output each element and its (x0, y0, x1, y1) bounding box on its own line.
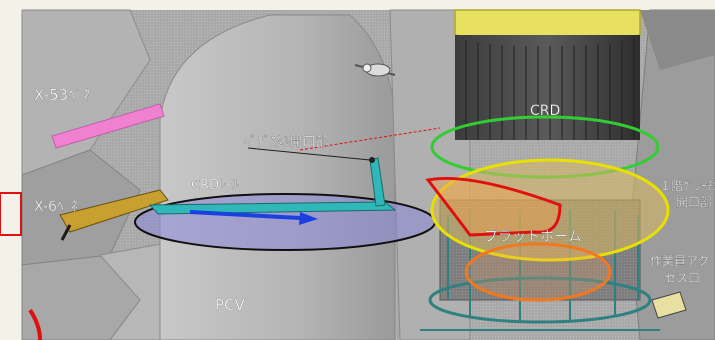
label-worker-access-line1: 作業員アク (650, 254, 709, 268)
red-callout-box (0, 192, 22, 236)
label-grating-line1: １階ｸﾞﾚｰﾁﾝｸﾞ (659, 178, 715, 193)
travel-arrow-head (299, 212, 318, 225)
label-platform: プラットホーム (484, 229, 582, 245)
pedestal-opening-leader (247, 147, 371, 161)
x6-flange (60, 224, 72, 241)
red-sight-line (299, 127, 441, 151)
crd-rail-ellipse (134, 193, 436, 251)
travel-arrow-shaft (189, 210, 301, 220)
crd-rail-riser (369, 157, 386, 207)
x6-penetration (59, 189, 169, 233)
red-arc (28, 308, 42, 340)
label-crd: CRD (530, 103, 560, 119)
x53-penetration-pipe (51, 103, 165, 149)
left-wall-upper (21, 9, 151, 176)
label-worker-access-line2: セス口 (664, 271, 700, 285)
label-x53: X-53ﾍﾟﾈ (34, 86, 91, 104)
pedestal-opening-marker (369, 157, 375, 163)
platform-damage-outline (425, 176, 562, 237)
worker-access-hatch (651, 291, 687, 319)
right-wall-top (640, 10, 715, 70)
label-grating-line2: 開口部 (676, 194, 712, 209)
label-x6: X-6ﾍﾟﾈ (34, 199, 78, 215)
crd-rail (148, 201, 397, 215)
camera-device (354, 63, 396, 77)
left-wall-middle (21, 149, 141, 266)
label-pcv: PCV (215, 296, 246, 314)
worker-access-ellipse (464, 242, 612, 302)
scene (21, 9, 715, 340)
label-pedestal-opening: ﾍﾟﾃﾞｽﾀﾙ開口部 (244, 135, 329, 150)
label-crd-rail: CRDﾚｰﾙ (191, 178, 239, 193)
platform-base-ring (428, 276, 652, 324)
